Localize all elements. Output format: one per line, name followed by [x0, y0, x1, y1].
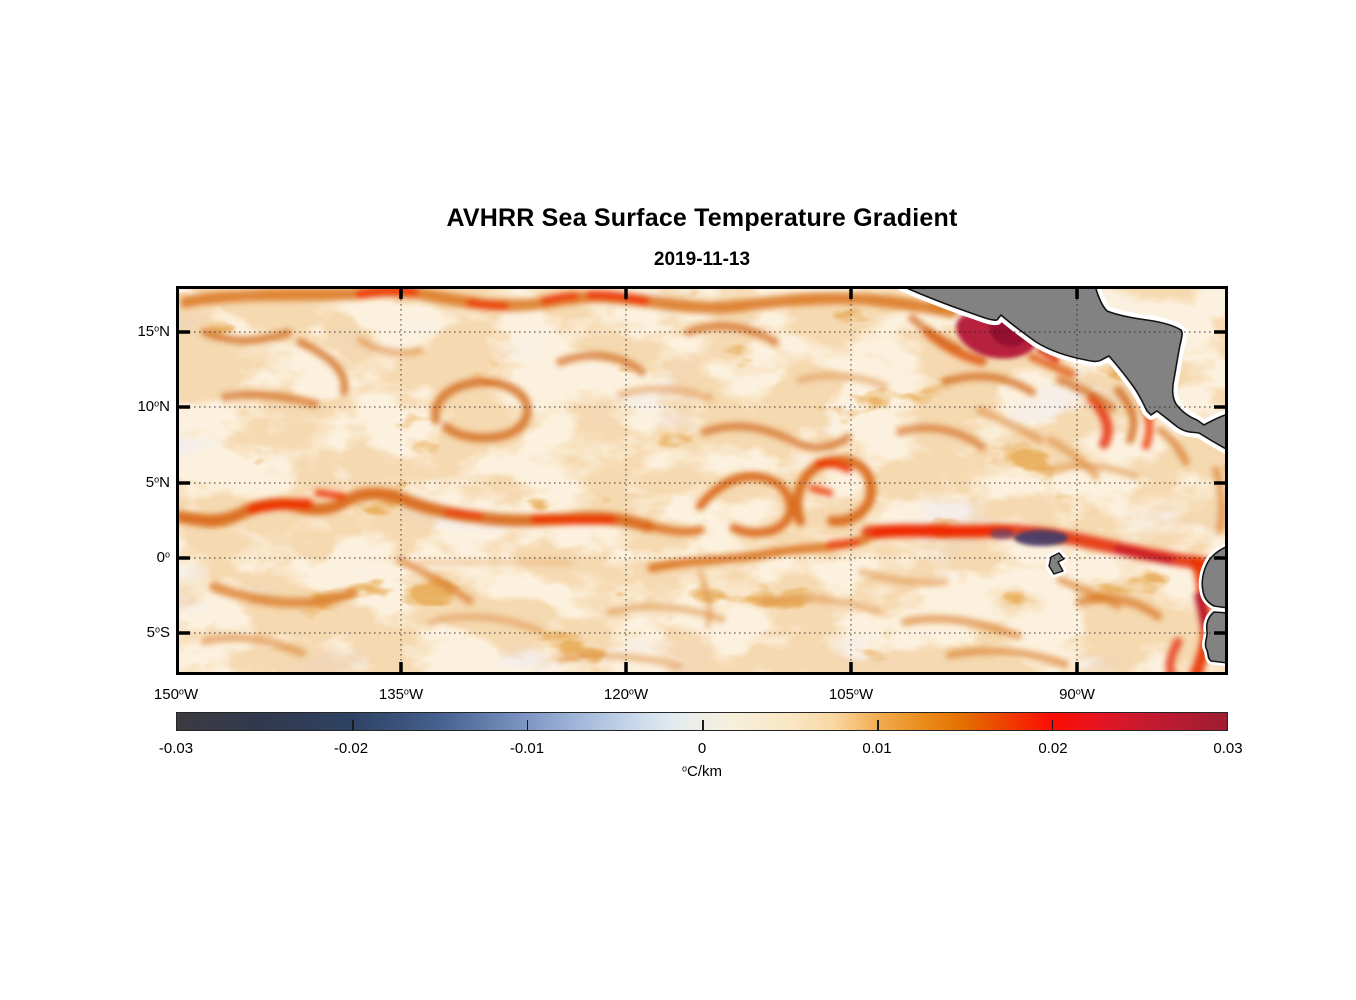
wisp [1114, 545, 1174, 564]
wisp [1056, 576, 1122, 610]
wisp [296, 338, 349, 396]
wisp [314, 489, 346, 500]
wisp [1212, 466, 1227, 534]
wisp [1087, 393, 1113, 449]
wisp [941, 372, 1036, 396]
y-tick-label-10n: 10oN [137, 398, 170, 415]
wisp [908, 314, 962, 352]
colorbar-tick [877, 720, 879, 730]
wisp [1114, 386, 1138, 444]
wisp [430, 377, 532, 443]
wisp [530, 514, 617, 525]
wisp [396, 556, 474, 605]
wisp [695, 471, 795, 538]
wisp [1075, 593, 1163, 621]
wisp [701, 422, 852, 452]
wisp [1056, 376, 1116, 412]
wisp [896, 423, 986, 451]
wisp [946, 647, 1069, 668]
wisp [808, 484, 834, 497]
wisp [697, 569, 713, 628]
wisp [616, 385, 714, 402]
x-tick-label-105w: 105oW [828, 686, 874, 703]
wisp [209, 582, 357, 608]
wisp [556, 652, 684, 670]
y-tick-label-0: 0o [156, 549, 170, 566]
wisp [1046, 462, 1139, 480]
wisp [858, 568, 949, 587]
y-tick-label-5n: 5oN [145, 474, 170, 491]
wisp [426, 613, 544, 635]
colorbar-label-zero: 0 [697, 740, 707, 757]
colorbar-label: 0.02 [1038, 740, 1068, 757]
wisp [796, 372, 889, 390]
wisp [643, 521, 705, 537]
landmass-south-america [1198, 542, 1228, 667]
colorbar-tick [702, 720, 704, 730]
x-tick-label-120w: 120oW [603, 686, 649, 703]
negative-gradient-patch [990, 529, 1068, 546]
colorbar-gradient [176, 712, 1228, 731]
wisp [541, 292, 579, 305]
wisp [444, 508, 484, 520]
wisp [417, 558, 573, 566]
colorbar-tick [526, 720, 529, 730]
wisp [556, 351, 646, 376]
wisp [1046, 436, 1100, 480]
wisp [201, 633, 306, 657]
y-tick-label-5s: 5oS [146, 624, 170, 641]
axes-frame [176, 286, 1228, 675]
colorbar-label-max: 0.03 [1213, 740, 1243, 757]
colorbar-unit-label: oC/km [681, 763, 722, 780]
colorbar-label-min: -0.03 [158, 740, 194, 757]
wisp [760, 594, 882, 615]
colorbar-label: -0.01 [509, 740, 545, 757]
wisp [684, 322, 779, 346]
wisp [585, 290, 650, 306]
wisp [201, 328, 292, 345]
graticule-gridlines [179, 289, 1225, 673]
colorbar-label: -0.02 [333, 740, 369, 757]
wisp [826, 538, 860, 549]
wisp [792, 455, 877, 527]
wisp [1156, 426, 1190, 466]
wisp [901, 614, 1022, 640]
x-tick-label-90w: 90oW [1059, 686, 1095, 703]
wisp [247, 498, 313, 514]
x-tick-label-135w: 135oW [378, 686, 424, 703]
sst-gradient-field [176, 286, 1228, 675]
colorbar-tick [1051, 720, 1054, 730]
wisp [871, 526, 1013, 537]
plot-title: AVHRR Sea Surface Temperature Gradient [446, 204, 958, 232]
y-tick-label-15n: 15oN [137, 323, 170, 340]
landmass-central-america [897, 286, 1228, 455]
wisp [814, 459, 852, 473]
wisp [221, 390, 319, 408]
x-tick-label-150w: 150oW [153, 686, 199, 703]
wisp [466, 299, 509, 310]
colorbar-label: 0.01 [862, 740, 892, 757]
wisp [355, 286, 419, 299]
wisp [976, 406, 1044, 444]
colorbar-tick [352, 720, 354, 730]
map-axes [176, 286, 1228, 675]
plot-date-subtitle: 2019-11-13 [653, 249, 751, 270]
landmass-galapagos [1045, 549, 1068, 578]
wisp [1028, 353, 1076, 378]
wisp [356, 336, 424, 357]
gradient-filaments [176, 286, 1228, 675]
